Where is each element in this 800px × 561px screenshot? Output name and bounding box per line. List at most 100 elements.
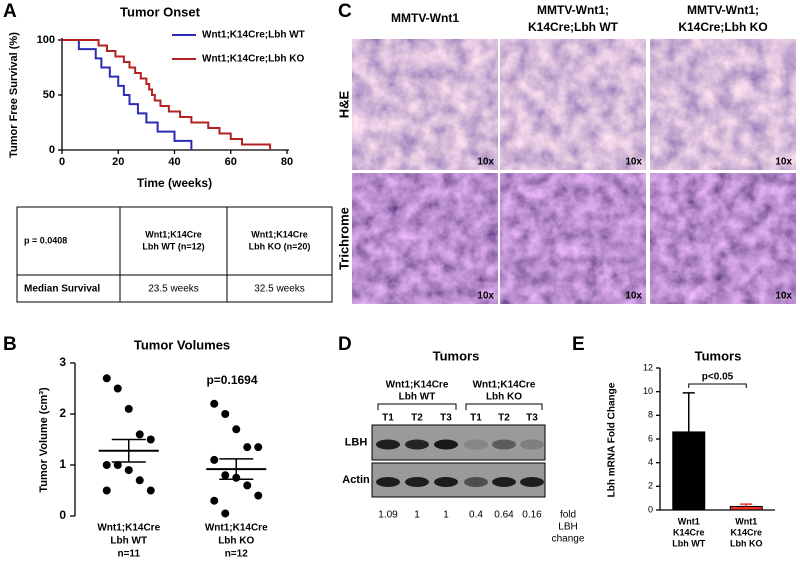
blot-band bbox=[464, 477, 488, 487]
data-point bbox=[243, 481, 252, 490]
table-header: Wnt1;K14Cre bbox=[145, 229, 202, 239]
column-header: MMTV-Wnt1; bbox=[537, 3, 609, 17]
fold-label: fold bbox=[560, 510, 576, 521]
data-point bbox=[210, 455, 219, 464]
magnification-label: 10x bbox=[625, 157, 642, 168]
data-point bbox=[102, 374, 111, 383]
table-header: p = 0.0408 bbox=[24, 235, 67, 245]
data-point bbox=[146, 486, 155, 495]
histology-image bbox=[650, 39, 796, 170]
x-tick-label: 60 bbox=[225, 156, 237, 168]
blot-band bbox=[492, 477, 516, 487]
y-tick-label: 0 bbox=[59, 508, 66, 522]
group-label: Lbh WT bbox=[399, 392, 436, 403]
error-bar bbox=[740, 503, 753, 507]
y-tick-label: 50 bbox=[43, 89, 55, 101]
data-point bbox=[102, 486, 111, 495]
group-label: Wnt1;K14Cre bbox=[473, 380, 536, 391]
histology-image bbox=[352, 173, 498, 304]
bar bbox=[672, 431, 706, 511]
x-tick-label: 0 bbox=[59, 156, 65, 168]
y-tick-label: 100 bbox=[37, 34, 55, 46]
blot-band bbox=[520, 439, 544, 450]
panel-letter: C bbox=[338, 1, 352, 22]
x-tick-label: 20 bbox=[112, 156, 124, 168]
fold-value: 0.16 bbox=[522, 510, 542, 521]
blot-membrane bbox=[371, 424, 546, 461]
fold-value: 1 bbox=[414, 510, 420, 521]
blot-band bbox=[376, 439, 400, 450]
bar bbox=[729, 505, 763, 511]
group-bracket bbox=[465, 403, 543, 410]
row-label: Trichrome bbox=[336, 207, 351, 270]
column-header: K14Cre;Lbh WT bbox=[528, 20, 619, 34]
survival-curve bbox=[62, 39, 272, 150]
table-cell: Median Survival bbox=[24, 284, 100, 295]
legend-label: Wnt1;K14Cre;Lbh WT bbox=[202, 30, 305, 41]
row-label: Actin bbox=[342, 474, 370, 486]
survival-curve bbox=[62, 39, 193, 150]
data-point bbox=[210, 399, 219, 408]
y-tick-label: 2 bbox=[648, 481, 653, 491]
x-tick-label: K14Cre bbox=[730, 527, 762, 537]
y-tick-label: 2 bbox=[59, 406, 66, 420]
data-point bbox=[124, 466, 133, 475]
blot-band bbox=[405, 439, 429, 450]
group-bracket bbox=[377, 403, 457, 410]
blot-title: Tumors bbox=[433, 348, 480, 363]
data-point bbox=[221, 509, 230, 518]
y-tick-label: 10 bbox=[643, 386, 653, 396]
panel-letter: A bbox=[3, 1, 17, 22]
group-label: Wnt1;K14Cre bbox=[386, 380, 449, 391]
column-header: K14Cre;Lbh KO bbox=[678, 20, 767, 34]
x-tick-label: 40 bbox=[168, 156, 180, 168]
table-header: Lbh WT (n=12) bbox=[142, 241, 204, 251]
x-tick-label: Wnt1;K14Cre bbox=[205, 523, 268, 534]
lane-label: T1 bbox=[382, 413, 394, 424]
blot-membrane bbox=[371, 462, 546, 498]
x-tick-label: Lbh KO bbox=[218, 536, 254, 547]
histology-image bbox=[352, 39, 498, 170]
lane-label: T1 bbox=[470, 413, 482, 424]
x-tick-label: Wnt1 bbox=[735, 516, 757, 526]
x-tick-label: n=12 bbox=[225, 549, 249, 560]
column-header: MMTV-Wnt1 bbox=[391, 11, 459, 25]
column-header: MMTV-Wnt1; bbox=[687, 3, 759, 17]
y-tick-label: 3 bbox=[59, 355, 66, 369]
magnification-label: 10x bbox=[775, 291, 792, 302]
chart-title: Tumors bbox=[695, 348, 742, 363]
fold-label: LBH bbox=[558, 522, 577, 533]
fold-value: 1 bbox=[443, 510, 449, 521]
y-axis-label: Tumor Free Survival (%) bbox=[8, 32, 20, 158]
y-tick-label: 0 bbox=[648, 504, 653, 514]
data-point bbox=[124, 404, 133, 413]
row-label: H&E bbox=[336, 90, 351, 118]
annotation: p=0.1694 bbox=[206, 373, 257, 387]
error-bar bbox=[219, 458, 254, 481]
y-tick-label: 12 bbox=[643, 362, 653, 372]
blot-band bbox=[434, 477, 458, 487]
magnification-label: 10x bbox=[477, 291, 494, 302]
x-axis-label: Time (weeks) bbox=[137, 176, 212, 190]
data-point bbox=[135, 476, 144, 485]
y-tick-label: 1 bbox=[59, 457, 66, 471]
annotation: p<0.05 bbox=[702, 372, 734, 383]
table-cell: 23.5 weeks bbox=[148, 284, 199, 295]
data-point bbox=[254, 443, 263, 452]
blot-band bbox=[464, 439, 488, 450]
blot-band bbox=[405, 477, 429, 487]
data-point bbox=[232, 425, 241, 434]
y-axis-label: Lbh mRNA Fold Change bbox=[607, 382, 618, 497]
table-border bbox=[16, 206, 333, 303]
row-label: LBH bbox=[345, 436, 368, 448]
table-cell: 32.5 weeks bbox=[254, 284, 305, 295]
x-tick-label: Lbh WT bbox=[672, 538, 705, 548]
y-tick-label: 0 bbox=[49, 144, 55, 156]
histology-image bbox=[500, 39, 646, 170]
y-tick-label: 4 bbox=[648, 457, 653, 467]
blot-band bbox=[492, 439, 516, 450]
group-label: Lbh KO bbox=[486, 392, 522, 403]
table-header: Wnt1;K14Cre bbox=[251, 229, 308, 239]
panel-letter: E bbox=[572, 334, 585, 355]
